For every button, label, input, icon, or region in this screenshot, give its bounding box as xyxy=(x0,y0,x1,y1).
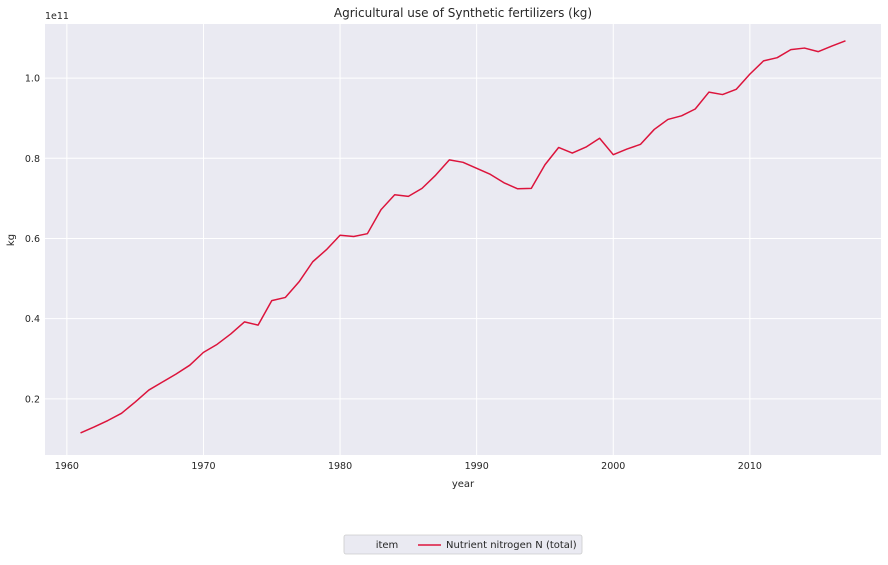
x-tick-label: 1980 xyxy=(328,461,352,472)
legend-title: item xyxy=(376,540,399,551)
series-line-nutrient-nitrogen xyxy=(80,40,846,434)
legend-box xyxy=(343,534,583,555)
x-axis-ticks: 1960 1970 1980 1990 2000 2010 xyxy=(55,461,762,472)
y-offset-label: 1e11 xyxy=(45,11,69,22)
plot-area xyxy=(45,24,881,455)
x-tick-label: 1990 xyxy=(465,461,489,472)
y-tick-label: 1.0 xyxy=(25,74,40,85)
x-tick-label: 2010 xyxy=(738,461,762,472)
x-axis-label: year xyxy=(452,479,475,490)
chart-title: Agricultural use of Synthetic fertilizer… xyxy=(334,6,592,20)
x-tick-label: 2000 xyxy=(601,461,625,472)
x-tick-label: 1960 xyxy=(55,461,79,472)
legend-entry-label: Nutrient nitrogen N (total) xyxy=(446,540,577,551)
legend: item Nutrient nitrogen N (total) xyxy=(343,534,583,555)
y-axis-label: kg xyxy=(6,234,17,246)
y-gridlines xyxy=(45,77,881,400)
x-gridlines xyxy=(66,24,751,455)
x-tick-label: 1970 xyxy=(191,461,215,472)
series-layer xyxy=(80,40,846,434)
y-tick-label: 0.8 xyxy=(25,154,40,165)
y-tick-label: 0.6 xyxy=(25,234,40,245)
y-tick-label: 0.4 xyxy=(25,314,40,325)
y-axis-ticks: 0.2 0.4 0.6 0.8 1.0 xyxy=(25,74,40,406)
y-tick-label: 0.2 xyxy=(25,394,40,405)
